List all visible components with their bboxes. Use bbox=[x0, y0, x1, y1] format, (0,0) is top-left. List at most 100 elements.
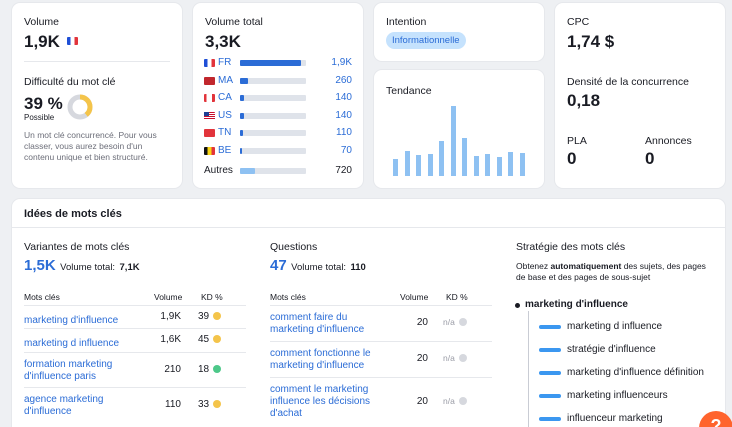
country-bar bbox=[240, 147, 306, 154]
keyword-volume: 1,9K bbox=[160, 310, 181, 322]
others-value: 720 bbox=[335, 165, 352, 176]
pla-label: PLA bbox=[567, 135, 587, 147]
trend-card: Tendance bbox=[374, 70, 544, 188]
kd-value: 18 bbox=[198, 363, 210, 375]
keyword-link[interactable]: marketing d'influence bbox=[24, 315, 119, 326]
difficulty-level: Possible bbox=[24, 113, 55, 122]
keyword-volume: 210 bbox=[164, 363, 181, 375]
country-value: 70 bbox=[340, 144, 352, 156]
help-icon: ? bbox=[710, 416, 722, 427]
strategy-desc-text: Obtenez bbox=[516, 261, 551, 271]
keyword-link[interactable]: comment faire du marketing d'influence bbox=[270, 312, 365, 335]
divider bbox=[270, 377, 492, 378]
volume-label: Volume bbox=[24, 16, 60, 28]
strategy-desc-text: des sujets, des pages de base et des pag… bbox=[516, 261, 706, 282]
tree-item[interactable]: influenceur marketing bbox=[567, 413, 663, 424]
density-label: Densité de la concurrence bbox=[567, 76, 689, 88]
strategy-desc-bold: automatiquement bbox=[550, 261, 622, 271]
tree-bar-icon bbox=[539, 417, 561, 421]
keyword-volume: 20 bbox=[416, 317, 428, 328]
help-button[interactable]: ? bbox=[699, 411, 732, 427]
strategy-title: Stratégie des mots clés bbox=[516, 241, 626, 253]
keyword-volume: 20 bbox=[416, 396, 428, 407]
keyword-kd: 18 bbox=[198, 363, 222, 375]
tree-item[interactable]: marketing influenceurs bbox=[567, 390, 668, 401]
variants-total: 7,1K bbox=[119, 262, 140, 273]
trend-bar bbox=[519, 152, 525, 176]
country-bar bbox=[240, 112, 306, 119]
keyword-link[interactable]: marketing d influence bbox=[24, 338, 120, 349]
country-value: 260 bbox=[335, 74, 352, 86]
tree-bar-icon bbox=[539, 348, 561, 352]
kd-value: n/a bbox=[443, 317, 455, 327]
intent-badge[interactable]: Informationnelle bbox=[386, 32, 466, 49]
volume-value: 1,9K bbox=[24, 32, 60, 51]
divider bbox=[24, 387, 246, 388]
tree-item[interactable]: marketing d influence bbox=[567, 321, 663, 332]
density-value: 0,18 bbox=[567, 91, 601, 110]
divider bbox=[24, 328, 246, 329]
country-row-ma[interactable]: MA 260 bbox=[192, 74, 352, 88]
country-bar bbox=[240, 130, 306, 136]
cpc-card: CPC 1,74 $ Densité de la concurrence 0,1… bbox=[555, 3, 725, 188]
trend-bar bbox=[473, 156, 479, 176]
keyword-link[interactable]: formation marketing d'influence paris bbox=[24, 359, 113, 382]
tree-item[interactable]: marketing d'influence définition bbox=[567, 367, 704, 378]
country-code: MA bbox=[218, 74, 233, 86]
keyword-kd: n/a bbox=[443, 317, 467, 327]
questions-total: 110 bbox=[350, 262, 366, 273]
kd-dot-icon bbox=[213, 335, 222, 343]
divider bbox=[24, 61, 170, 62]
variants-header-keyword: Mots clés bbox=[24, 292, 60, 302]
country-row-tn[interactable]: TN 110 bbox=[192, 126, 352, 140]
trend-label: Tendance bbox=[386, 85, 432, 97]
tree-root-dot-icon bbox=[515, 303, 520, 308]
divider bbox=[270, 305, 492, 306]
country-row-ca[interactable]: CA 140 bbox=[192, 91, 352, 105]
questions-count[interactable]: 47 bbox=[270, 257, 287, 274]
country-value: 110 bbox=[336, 127, 352, 138]
us-flag-icon bbox=[204, 111, 215, 120]
country-row-be[interactable]: BE 70 bbox=[192, 144, 352, 158]
keyword-link[interactable]: agence marketing d'influence bbox=[24, 394, 104, 417]
kd-value: n/a bbox=[443, 353, 455, 363]
difficulty-description: Un mot clé concurrencé. Pour vous classe… bbox=[24, 130, 157, 162]
variants-header-kd: KD % bbox=[201, 292, 223, 302]
variants-header-volume: Volume bbox=[154, 292, 183, 302]
country-row-us[interactable]: US 140 bbox=[192, 109, 352, 123]
keyword-link[interactable]: comment le marketing influence les décis… bbox=[270, 384, 371, 419]
country-bar bbox=[240, 60, 306, 66]
country-code: CA bbox=[218, 92, 232, 103]
trend-bar bbox=[462, 137, 467, 176]
ads-label: Annonces bbox=[645, 135, 692, 147]
keyword-link[interactable]: comment fonctionne le marketing d'influe… bbox=[270, 348, 371, 371]
tree-root[interactable]: marketing d'influence bbox=[525, 299, 628, 310]
kd-value: 39 bbox=[198, 310, 210, 322]
keyword-volume: 1,6K bbox=[160, 334, 181, 345]
trend-bar bbox=[496, 157, 502, 176]
kd-dot-icon bbox=[458, 318, 467, 326]
questions-total-label: Volume total: bbox=[291, 262, 347, 273]
keyword-kd: 45 bbox=[198, 334, 222, 345]
kd-value: 33 bbox=[198, 399, 210, 410]
intent-card: Intention Informationnelle bbox=[374, 3, 544, 61]
country-value: 140 bbox=[335, 109, 352, 121]
kd-dot-icon bbox=[213, 400, 222, 408]
trend-bar bbox=[404, 150, 410, 176]
trend-bar bbox=[393, 158, 398, 176]
tree-bar-icon bbox=[539, 325, 561, 329]
trend-bar bbox=[485, 153, 490, 176]
tree-item[interactable]: stratégie d'influence bbox=[567, 344, 656, 355]
country-value: 1,9K bbox=[331, 57, 352, 68]
trend-bar bbox=[427, 153, 433, 176]
trend-bar bbox=[416, 155, 421, 176]
intent-label: Intention bbox=[386, 16, 427, 28]
country-code: BE bbox=[218, 144, 232, 156]
tn-flag-icon bbox=[204, 129, 215, 137]
variants-count[interactable]: 1,5K bbox=[24, 257, 56, 274]
kd-dot-icon bbox=[458, 354, 467, 362]
total-volume-value: 3,3K bbox=[205, 32, 241, 51]
country-row-fr[interactable]: FR 1,9K bbox=[192, 56, 352, 70]
country-bar bbox=[240, 77, 306, 84]
variants-summary: 1,5K Volume total: 7,1K bbox=[24, 257, 140, 275]
